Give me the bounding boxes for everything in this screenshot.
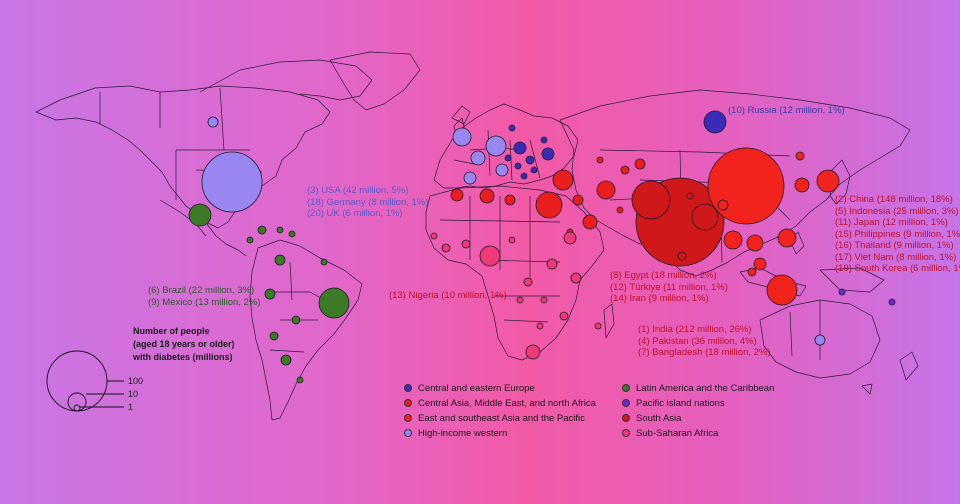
label-philippines: (15) Philippines (9 million, 1%) [835, 228, 960, 240]
label-group-high-income: (3) USA (42 million, 5%) (18) Germany (8… [307, 185, 428, 220]
label-group-east-asia: (2) China (148 million, 18%) (5) Indones… [835, 194, 960, 275]
size-legend-value-100: 100 [128, 376, 144, 386]
legend-item: Pacific island nations [622, 396, 725, 410]
label-bangladesh: (7) Bangladesh (18 million, 2%) [638, 347, 771, 358]
legend-label: High-income western [418, 427, 508, 439]
label-group-south-asia: (1) India (212 million, 26%) (4) Pakista… [638, 324, 771, 359]
bubble-thailand [723, 230, 743, 250]
europe-outline [433, 103, 579, 189]
size-legend-title-line: with diabetes (millions) [133, 352, 233, 362]
legend-swatch [622, 399, 630, 407]
legend-item: East and southeast Asia and the Pacific [404, 411, 585, 425]
bubble-russia [703, 110, 727, 134]
bubble-poland [513, 141, 527, 155]
legend-label: East and southeast Asia and the Pacific [418, 412, 585, 424]
bubble-uk [452, 127, 472, 147]
south-america-outline [249, 239, 363, 421]
legend-label: Latin America and the Caribbean [636, 382, 775, 394]
label-group-cameena: (8) Egypt (18 million, 2%) (12) Türkiye … [610, 270, 728, 305]
bubble-france [470, 150, 486, 166]
bubble-bangladesh [691, 203, 719, 231]
bubble-south-korea [794, 177, 810, 193]
label-south-korea: (19) South Korea (6 million, 1%) [835, 263, 960, 274]
label-iran: (14) Iran (9 million, 1%) [610, 293, 709, 304]
size-legend-value-1: 1 [128, 402, 134, 412]
legend-item: Central Asia, Middle East, and north Afr… [404, 396, 596, 410]
label-india: (1) India (212 million, 26%) [638, 324, 752, 335]
greenland-outline [329, 51, 421, 111]
legend-label: Central Asia, Middle East, and north Afr… [418, 397, 596, 409]
label-usa: (3) USA (42 million, 5%) [307, 185, 409, 196]
label-thailand: (16) Thailand (9 million, 1%) [835, 240, 954, 251]
legend-swatch [622, 414, 630, 422]
bubble-australia [814, 334, 826, 346]
bubble-ukraine [541, 147, 555, 161]
legend-swatch [404, 429, 412, 437]
bubble-canada [207, 116, 219, 128]
legend-item: South Asia [622, 411, 681, 425]
label-russia: (10) Russia (12 million, 1%) [728, 105, 845, 116]
bubble-turkiye [552, 169, 574, 191]
asia-outline [559, 89, 911, 277]
label-indonesia: (5) Indonesia (25 million, 3%) [835, 205, 959, 217]
legend-swatch [404, 414, 412, 422]
label-brazil: (6) Brazil (22 million, 3%) [148, 285, 255, 296]
bubble-egypt [535, 191, 563, 219]
bubble-iran [596, 180, 616, 200]
legend-label: Central and eastern Europe [418, 382, 535, 394]
label-nigeria: (13) Nigeria (10 million, 1%) [389, 290, 507, 301]
label-pakistan: (4) Pakistan (36 million, 4%) [638, 335, 757, 347]
size-legend-title-line: (aged 18 years or older) [133, 339, 235, 349]
label-uk: (20) UK (6 million, 1%) [307, 208, 403, 219]
label-viet-nam: (17) Viet Nam (8 million, 1%) [835, 251, 957, 263]
bubble-mexico [188, 203, 212, 227]
size-legend-circles [46, 350, 124, 412]
bubble-germany [485, 135, 507, 157]
label-egypt: (8) Egypt (18 million, 2%) [610, 270, 717, 281]
label-germany: (18) Germany (8 million, 1%) [307, 196, 429, 208]
legend-item: Latin America and the Caribbean [622, 381, 774, 395]
size-legend-value-10: 10 [128, 389, 139, 399]
legend-item: Sub-Saharan Africa [622, 426, 718, 440]
bubble-nigeria [479, 245, 501, 267]
legend-swatch [622, 384, 630, 392]
bubble-indonesia [766, 274, 798, 306]
bubble-usa [201, 151, 263, 213]
bubble-italy [495, 163, 509, 177]
africa-outline [425, 185, 605, 361]
legend-label: Pacific island nations [636, 397, 725, 409]
legend-swatch [404, 384, 412, 392]
label-japan: (11) Japan (12 million, 1%) [835, 217, 948, 228]
bubbles [188, 110, 896, 384]
bubble-china [707, 147, 785, 225]
legend-swatch [404, 399, 412, 407]
north-america-outline [35, 85, 331, 229]
bubble-japan [816, 169, 840, 193]
legend-item: Central and eastern Europe [404, 381, 535, 395]
label-turkiye: (12) Türkiye (11 million, 1%) [610, 281, 728, 293]
label-mexico: (9) Mexico (13 million, 2%) [148, 296, 261, 308]
bubble-viet-nam [746, 234, 764, 252]
size-legend-title: Number of people (aged 18 years or older… [133, 325, 235, 364]
legend-label: Sub-Saharan Africa [636, 427, 719, 439]
bubble-brazil [318, 287, 350, 319]
label-china: (2) China (148 million, 18%) [835, 194, 953, 205]
label-group-latam: (6) Brazil (22 million, 3%) (9) Mexico (… [148, 285, 260, 308]
legend-label: South Asia [636, 412, 682, 424]
bubble-philippines [777, 228, 797, 248]
bubble-pakistan [631, 180, 671, 220]
bubble-spain [463, 171, 477, 185]
japan-outline [829, 159, 851, 205]
legend-swatch [622, 429, 630, 437]
size-legend-title-line: Number of people [133, 326, 210, 336]
legend-item: High-income western [404, 426, 507, 440]
